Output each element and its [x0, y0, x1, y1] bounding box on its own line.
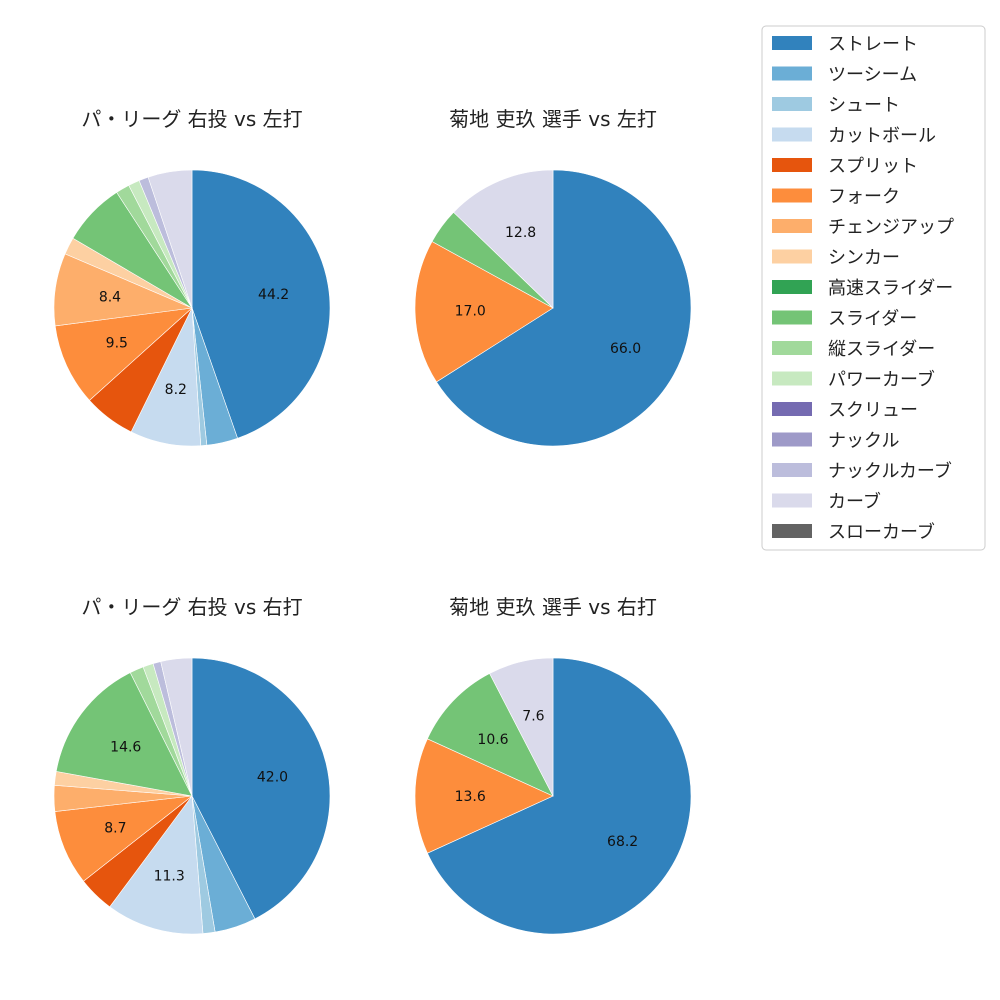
legend-swatch — [772, 524, 812, 538]
legend-item: チェンジアップ — [772, 217, 954, 238]
legend: ストレートツーシームシュートカットボールスプリットフォークチェンジアップシンカー… — [761, 25, 986, 551]
legend-swatch — [772, 432, 812, 447]
pie-chart-2: 菊地 吏玖 選手 vs 左打 66.0 17.0 12.8 — [414, 107, 692, 447]
slice-label: 10.6 — [477, 732, 508, 748]
legend-item: ツーシーム — [772, 65, 917, 86]
legend-label: スライダー — [828, 309, 917, 330]
legend-label: スプリット — [828, 156, 918, 177]
legend-swatch — [772, 36, 812, 50]
legend-label: ナックル — [828, 431, 899, 452]
legend-item: シュート — [772, 95, 900, 116]
legend-item: カーブ — [772, 491, 881, 513]
legend-item: ナックルカーブ — [772, 460, 952, 482]
legend-item: シンカー — [772, 248, 900, 269]
pie-slice — [414, 738, 554, 854]
legend-item: スクリュー — [772, 400, 918, 421]
chart-title: 菊地 吏玖 選手 vs 左打 — [449, 107, 657, 131]
legend-swatch — [772, 158, 812, 172]
legend-item: ストレート — [772, 34, 918, 55]
pie-slice — [427, 673, 554, 797]
legend-label: シュート — [828, 95, 900, 116]
legend-label: ナックルカーブ — [828, 460, 952, 482]
slice-label: 9.5 — [106, 336, 128, 352]
legend-label: パワーカーブ — [828, 369, 935, 391]
legend-swatch — [772, 127, 812, 142]
pie-slice — [489, 657, 554, 797]
slice-label: 7.6 — [522, 709, 544, 725]
slice-label: 42.0 — [257, 770, 288, 786]
legend-item: スライダー — [772, 309, 917, 330]
legend-item: ナックル — [772, 431, 899, 452]
pie-chart-3: パ・リーグ 右投 vs 右打 42.0 11.3 8.7 14.6 — [53, 595, 331, 935]
legend-swatch — [772, 66, 812, 81]
legend-label: フォーク — [828, 187, 900, 208]
pie-slice — [109, 795, 204, 935]
legend-label: 縦スライダー — [828, 339, 935, 360]
legend-swatch — [772, 219, 812, 233]
pie-chart-1: パ・リーグ 右投 vs 左打 44.2 8.2 9.5 8.4 — [53, 107, 331, 447]
chart-title: 菊地 吏玖 選手 vs 右打 — [449, 595, 657, 619]
slice-label: 17.0 — [455, 304, 486, 320]
legend-swatch — [772, 188, 812, 203]
pie-slice — [55, 672, 193, 797]
legend-label: ツーシーム — [828, 65, 917, 86]
legend-swatch — [772, 341, 812, 355]
legend-swatch — [772, 97, 812, 111]
legend-label: チェンジアップ — [828, 217, 954, 238]
legend-item: パワーカーブ — [772, 369, 935, 391]
pie-chart-4: 菊地 吏玖 選手 vs 右打 68.2 13.6 10.6 7.6 — [414, 595, 692, 935]
pie-slice — [414, 241, 554, 383]
legend-swatch — [772, 402, 812, 416]
slice-label: 11.3 — [154, 869, 185, 885]
pie-slice — [453, 169, 554, 309]
pie-slice — [160, 657, 193, 797]
legend-label: スローカーブ — [828, 521, 935, 543]
pie-slice — [191, 657, 331, 920]
slice-label: 8.7 — [104, 820, 126, 836]
legend-swatch — [772, 310, 812, 325]
pie-slice — [427, 657, 692, 935]
slice-label: 13.6 — [455, 789, 486, 805]
slice-label: 44.2 — [258, 287, 289, 303]
legend-items: ストレートツーシームシュートカットボールスプリットフォークチェンジアップシンカー… — [772, 34, 954, 543]
pie-slice — [54, 307, 193, 401]
chart-title: パ・リーグ 右投 vs 左打 — [81, 107, 302, 131]
slice-label: 68.2 — [607, 834, 638, 850]
legend-label: 高速スライダー — [828, 278, 953, 299]
legend-item: 縦スライダー — [772, 339, 935, 360]
legend-item: スプリット — [772, 156, 918, 177]
pie-slice — [191, 169, 331, 439]
pie-slice — [436, 169, 692, 447]
legend-label: カットボール — [828, 126, 936, 147]
legend-swatch — [772, 493, 812, 508]
legend-label: シンカー — [828, 248, 900, 269]
legend-item: カットボール — [772, 126, 936, 147]
pies-layer: パ・リーグ 右投 vs 左打 44.2 8.2 9.5 8.4 菊地 吏玖 選手 vs 左… — [53, 107, 692, 935]
slice-label: 14.6 — [110, 739, 141, 755]
legend-label: ストレート — [828, 34, 918, 55]
legend-frame — [761, 25, 986, 551]
legend-item: 高速スライダー — [772, 278, 953, 299]
legend-swatch — [772, 463, 812, 477]
slice-label: 66.0 — [610, 341, 641, 357]
legend-item: スローカーブ — [772, 521, 935, 543]
legend-item: フォーク — [772, 187, 900, 208]
legend-swatch — [772, 249, 812, 264]
chart-title: パ・リーグ 右投 vs 右打 — [81, 595, 302, 619]
legend-label: カーブ — [828, 491, 881, 513]
pie-slice — [147, 169, 193, 309]
legend-swatch — [772, 371, 812, 386]
legend-label: スクリュー — [828, 400, 918, 421]
slice-label: 8.4 — [99, 290, 121, 306]
slice-label: 12.8 — [505, 225, 536, 241]
legend-swatch — [772, 280, 812, 294]
slice-label: 8.2 — [165, 382, 187, 398]
